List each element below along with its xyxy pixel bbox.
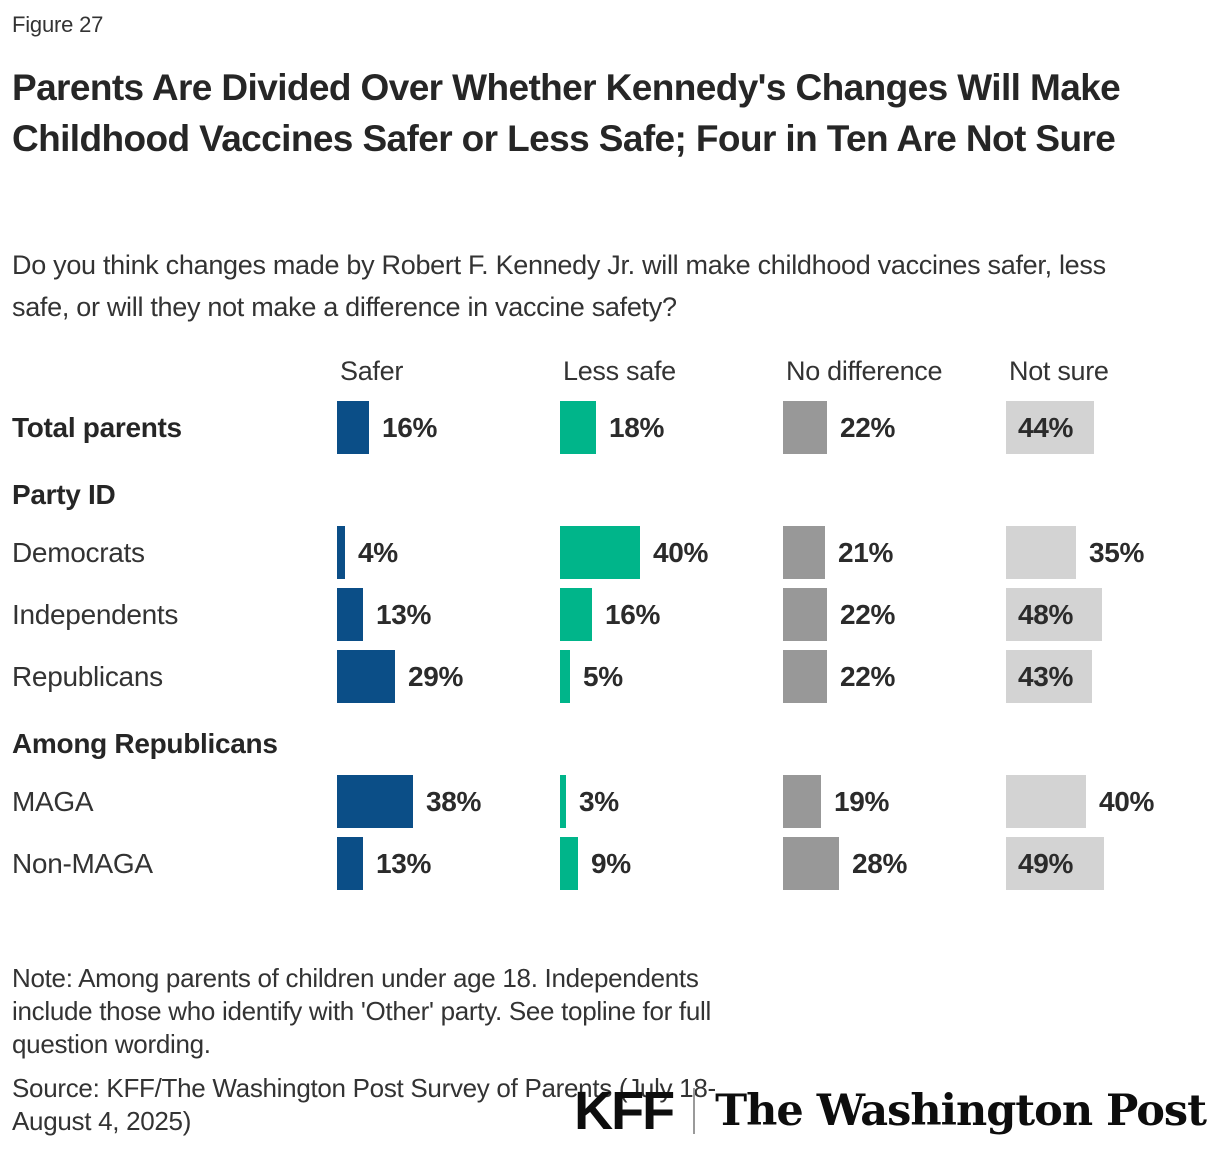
chart-rows: Total parents 16% 18% 22% 44% Party ID Democra… <box>0 401 1220 899</box>
bar-not-sure <box>1006 775 1086 828</box>
section-label: Among Republicans <box>12 727 278 759</box>
row-label: Independents <box>12 598 179 630</box>
bar-row-non-maga: Non-MAGA 13% 9% 28% 49% <box>0 837 1220 899</box>
bar-safer <box>337 837 363 890</box>
value-label: 16% <box>382 411 438 443</box>
value-label: 22% <box>840 660 896 692</box>
bar-less-safe <box>560 401 596 454</box>
source-text: Source: KFF/The Washington Post Survey o… <box>12 1073 716 1136</box>
row-label: MAGA <box>12 785 94 817</box>
value-label: 19% <box>834 785 890 817</box>
bar-row-total-parents: Total parents 16% 18% 22% 44% <box>0 401 1220 463</box>
bar-safer <box>337 650 395 703</box>
bar-not-sure <box>1006 526 1076 579</box>
column-header-not-sure: Not sure <box>1009 356 1109 386</box>
bar-not-sure <box>1006 837 1104 890</box>
value-label: 28% <box>852 847 908 879</box>
note-text: Note: Among parents of children under ag… <box>12 963 711 1059</box>
bar-safer <box>337 588 363 641</box>
value-label: 9% <box>591 847 631 879</box>
value-label: 44% <box>1018 411 1074 443</box>
value-label: 49% <box>1018 847 1074 879</box>
value-label: 5% <box>583 660 623 692</box>
value-label: 22% <box>840 598 896 630</box>
section-row-party-id: Party ID <box>0 463 1220 526</box>
bar-no-difference <box>783 650 827 703</box>
value-label: 40% <box>1099 785 1155 817</box>
bar-no-difference <box>783 837 839 890</box>
logo-lockup: KFF The Washington Post <box>574 1081 1207 1141</box>
value-label: 43% <box>1018 660 1074 692</box>
value-label: 38% <box>426 785 482 817</box>
bar-not-sure <box>1006 650 1092 703</box>
value-label: 13% <box>376 847 432 879</box>
column-header-safer: Safer <box>340 356 404 386</box>
value-label: 22% <box>840 411 896 443</box>
bar-safer <box>337 775 413 828</box>
bar-safer <box>337 401 369 454</box>
bar-less-safe <box>560 526 640 579</box>
bar-row-maga: MAGA 38% 3% 19% 40% <box>0 775 1220 837</box>
value-label: 29% <box>408 660 464 692</box>
row-label: Total parents <box>12 411 182 443</box>
bar-not-sure <box>1006 401 1094 454</box>
section-label: Party ID <box>12 478 116 510</box>
bar-row-independents: Independents 13% 16% 22% 48% <box>0 588 1220 650</box>
column-headers: Safer Less safe No difference Not sure <box>0 352 1220 401</box>
value-label: 48% <box>1018 598 1074 630</box>
bar-less-safe <box>560 650 570 703</box>
bar-no-difference <box>783 588 827 641</box>
washington-post-logo: The Washington Post <box>715 1086 1207 1136</box>
value-label: 3% <box>579 785 619 817</box>
bar-safer <box>337 526 345 579</box>
chart-title: Parents Are Divided Over Whether Kennedy… <box>12 67 1121 159</box>
bar-row-republicans: Republicans 29% 5% 22% 43% <box>0 650 1220 712</box>
value-label: 16% <box>605 598 661 630</box>
value-label: 4% <box>358 536 398 568</box>
chart-subtitle: Do you think changes made by Robert F. K… <box>12 250 1106 322</box>
figure-label: Figure 27 <box>12 12 104 37</box>
bar-row-democrats: Democrats 4% 40% 21% 35% <box>0 526 1220 588</box>
bar-no-difference <box>783 401 827 454</box>
value-label: 40% <box>653 536 709 568</box>
logo-divider <box>693 1088 696 1134</box>
column-header-no-difference: No difference <box>786 356 943 386</box>
bar-less-safe <box>560 588 592 641</box>
section-row-among-republicans: Among Republicans <box>0 712 1220 775</box>
bar-less-safe <box>560 775 566 828</box>
value-label: 13% <box>376 598 432 630</box>
value-label: 21% <box>838 536 894 568</box>
bar-chart: Safer Less safe No difference Not sure Tota… <box>0 352 1220 897</box>
row-label: Democrats <box>12 536 145 568</box>
kff-logo: KFF <box>574 1081 675 1141</box>
row-label: Non-MAGA <box>12 847 153 879</box>
bar-no-difference <box>783 775 821 828</box>
row-label: Republicans <box>12 660 163 692</box>
value-label: 18% <box>609 411 665 443</box>
bar-less-safe <box>560 837 578 890</box>
bar-no-difference <box>783 526 825 579</box>
column-header-less-safe: Less safe <box>563 356 676 386</box>
bar-not-sure <box>1006 588 1102 641</box>
value-label: 35% <box>1089 536 1145 568</box>
